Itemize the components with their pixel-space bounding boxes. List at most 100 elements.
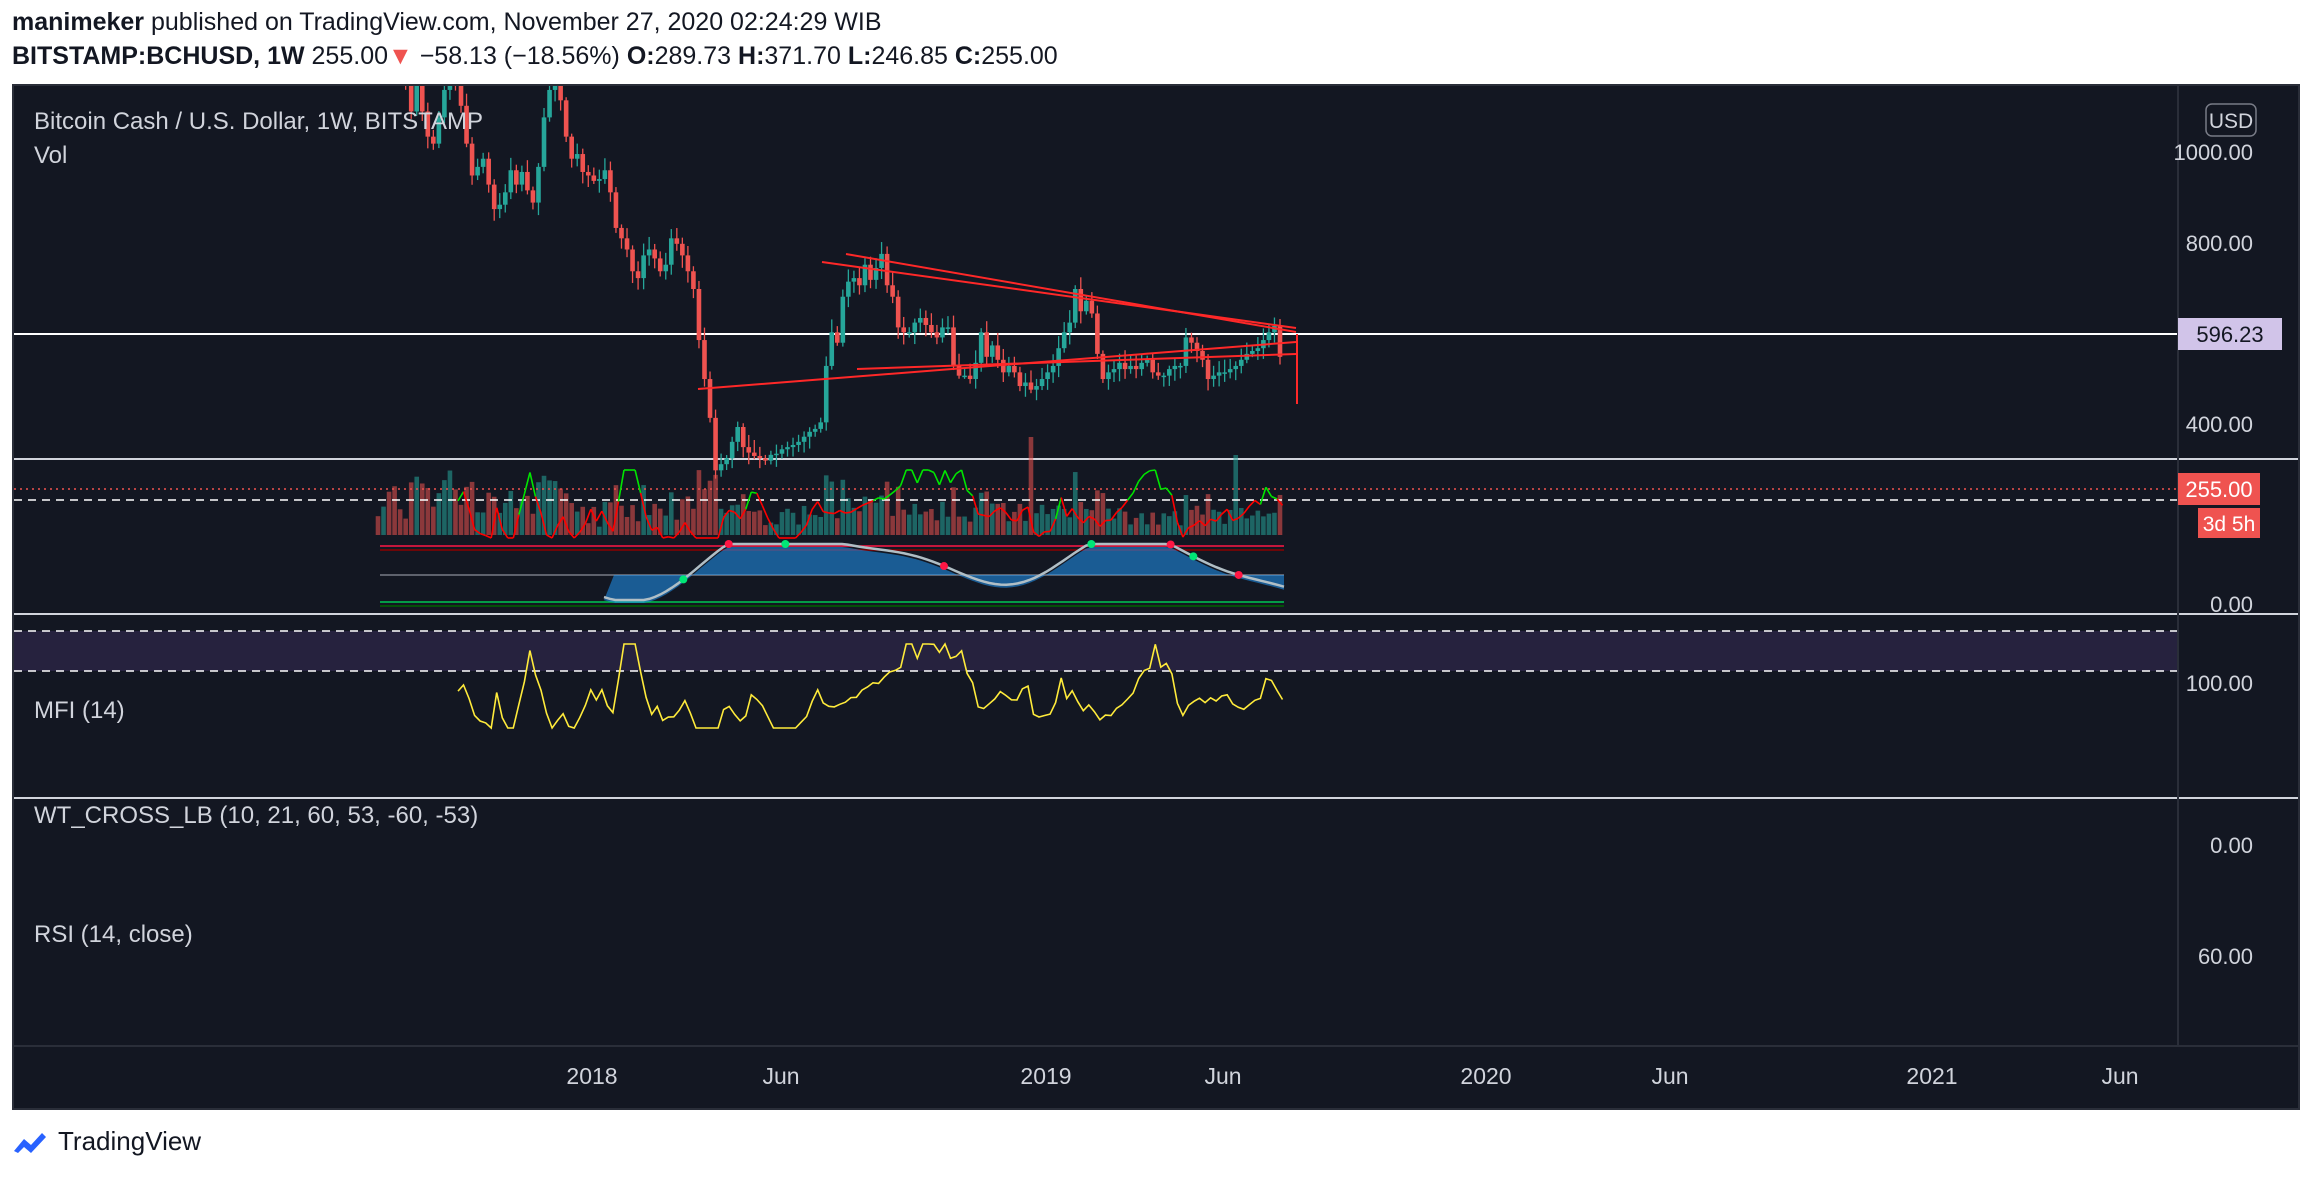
- mfi-segment: [739, 508, 747, 520]
- trendline: [697, 341, 1297, 390]
- mfi-segment: [949, 473, 957, 484]
- down-arrow-icon: ▼: [388, 42, 413, 70]
- candle-body: [1078, 289, 1084, 312]
- mfi-segment: [1038, 531, 1046, 537]
- mfi-segment: [1243, 505, 1250, 514]
- candle-body: [901, 327, 907, 333]
- candle-body: [502, 192, 508, 205]
- candle-body: [525, 171, 530, 191]
- volume-bar: [1045, 514, 1050, 535]
- volume-bar: [945, 516, 951, 535]
- mfi-segment: [1066, 508, 1073, 517]
- volume-bar: [591, 506, 597, 535]
- mfi-segment: [651, 526, 658, 531]
- wt-cross-dot: [1166, 540, 1175, 549]
- candle-body: [774, 453, 779, 456]
- candle-body: [1277, 325, 1283, 357]
- tradingview-logo-icon[interactable]: [12, 1129, 48, 1155]
- candle-body: [1155, 372, 1161, 376]
- candle-body: [563, 100, 569, 137]
- trendline: [856, 353, 1297, 370]
- candle-body: [796, 441, 801, 445]
- mfi-segment: [1077, 516, 1084, 524]
- volume-bar: [453, 489, 458, 535]
- volume-bar: [807, 514, 812, 535]
- candle-body: [868, 264, 873, 280]
- candle-body: [1023, 382, 1028, 387]
- candle-body: [984, 332, 990, 357]
- candle-body: [591, 175, 597, 181]
- volume-bar: [1017, 503, 1023, 535]
- mfi-segment: [1093, 518, 1101, 527]
- candle-body: [508, 170, 514, 193]
- mfi-label: MFI (14): [34, 697, 125, 724]
- brand-name[interactable]: TradingView: [58, 1126, 202, 1156]
- candle-body: [1017, 372, 1023, 387]
- mfi-segment: [839, 509, 846, 514]
- candle-body: [807, 431, 812, 437]
- mfi-segment: [546, 534, 553, 539]
- candle-body: [812, 428, 818, 432]
- volume-bar: [1261, 516, 1266, 535]
- candle-body: [685, 255, 691, 272]
- chart-canvas[interactable]: Bitcoin Cash / U.S. Dollar, 1W, BITSTAMP…: [14, 80, 2298, 1108]
- volume-bar: [1061, 508, 1067, 535]
- mfi-segment: [1022, 506, 1029, 511]
- candle-body: [829, 332, 835, 366]
- wt-cross-pane: [380, 540, 1285, 607]
- mfi-segment: [639, 492, 647, 518]
- candle-body: [962, 375, 967, 378]
- volume-bar: [1028, 437, 1034, 535]
- wt-cross-dot: [679, 575, 688, 584]
- volume-bar: [934, 520, 940, 535]
- volume-bar: [768, 522, 774, 535]
- mfi-segment: [1276, 498, 1284, 506]
- author-name[interactable]: manimeker: [12, 8, 145, 36]
- time-label-2020: 2020: [1460, 1063, 1511, 1089]
- mfi-segment: [1082, 516, 1090, 524]
- volume-bar: [967, 521, 973, 535]
- footer: TradingView: [12, 1126, 201, 1157]
- candle-body: [895, 296, 901, 328]
- candle-body: [475, 166, 480, 176]
- candle-body: [934, 332, 940, 338]
- candle-body: [1028, 382, 1034, 390]
- mfi-segment: [584, 508, 592, 525]
- volume-bar: [718, 508, 724, 535]
- candle-body: [1056, 348, 1061, 366]
- mfi-segment: [1160, 487, 1167, 491]
- candle-body: [890, 285, 895, 297]
- mfi-segment: [1126, 492, 1134, 501]
- mfi-segment: [794, 531, 802, 539]
- candle-body: [1250, 351, 1255, 354]
- volume-bar: [1039, 504, 1045, 535]
- candle-body: [735, 427, 740, 442]
- volume-bar: [929, 509, 934, 535]
- mfi-segment: [689, 531, 697, 539]
- volume-label: Vol: [34, 142, 67, 169]
- candle-body: [978, 332, 984, 363]
- mfi-segment: [899, 469, 907, 486]
- mfi-segment: [761, 505, 769, 519]
- currency-button[interactable]: [2205, 103, 2257, 137]
- volume-bar: [630, 505, 635, 535]
- candle-body: [1238, 359, 1244, 366]
- volume-bar: [613, 485, 619, 535]
- volume-bar: [951, 487, 956, 535]
- volume-bar: [857, 511, 862, 535]
- time-label-jun-2020: Jun: [1651, 1063, 1688, 1089]
- candlesticks: [375, 80, 1283, 479]
- mfi-segment: [1115, 506, 1123, 514]
- volume-bar: [1084, 508, 1089, 535]
- volume-bar: [1255, 510, 1261, 535]
- chart-frame[interactable]: Bitcoin Cash / U.S. Dollar, 1W, BITSTAMP…: [12, 80, 2300, 1110]
- candle-body: [713, 417, 718, 471]
- candle-body: [1084, 300, 1089, 312]
- mfi-segment: [1248, 499, 1256, 507]
- mfi-segment: [894, 484, 902, 492]
- candle-body: [1189, 337, 1194, 343]
- candle-body: [1172, 365, 1178, 370]
- candle-body: [674, 238, 680, 244]
- mfi-segment: [966, 489, 974, 497]
- volume-bar: [1189, 509, 1194, 535]
